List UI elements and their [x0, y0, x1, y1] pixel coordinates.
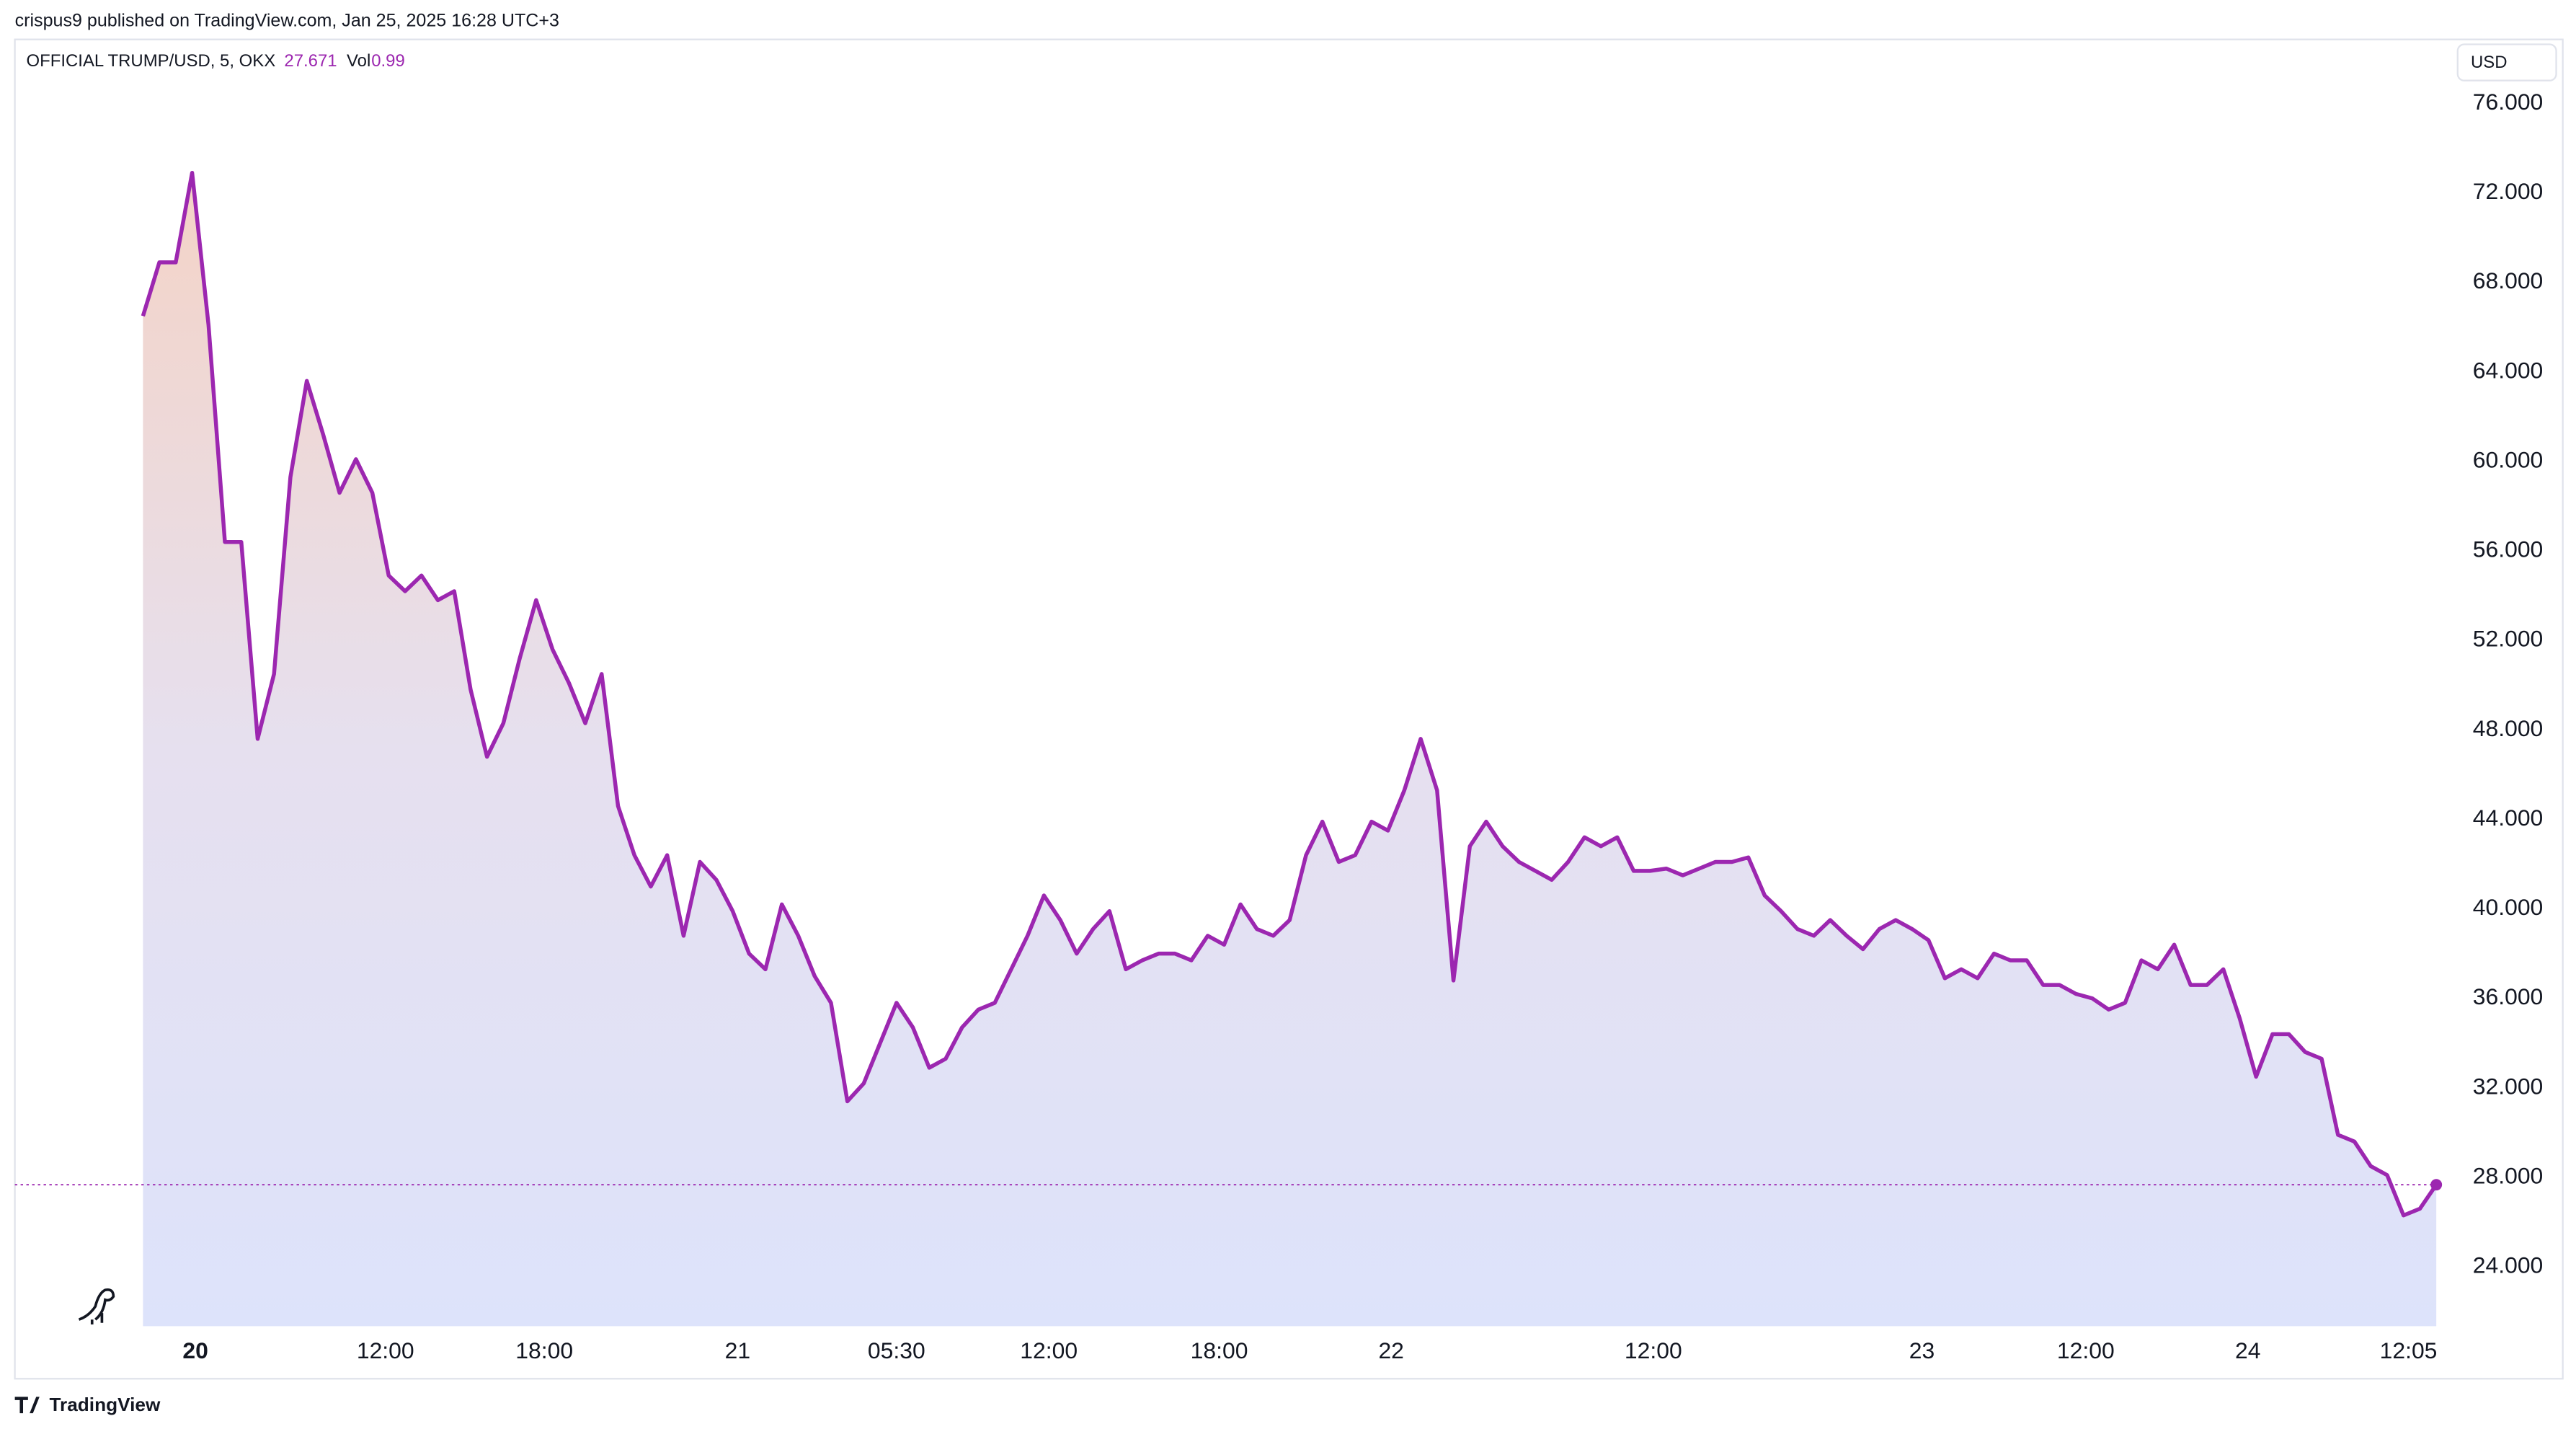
x-tick-label: 18:00 [515, 1337, 573, 1363]
symbol: OFFICIAL TRUMP/USD, 5, OKX [27, 51, 276, 71]
x-tick-label: 21 [725, 1337, 750, 1363]
volume-label: Vol [347, 51, 370, 71]
attribution: crispus9 published on TradingView.com, J… [15, 10, 559, 30]
x-tick-label: 20 [182, 1337, 208, 1363]
y-tick-label: 76.000 [2473, 89, 2544, 115]
plot: 24.000 28.000 32.000 36.000 40.000 44.000 48.0… [14, 89, 2544, 1363]
brand: TradingView [49, 1394, 160, 1415]
y-tick-label: 48.000 [2473, 715, 2544, 741]
currency-button[interactable] [2456, 43, 2557, 81]
y-tick-label: 36.000 [2473, 983, 2544, 1009]
x-tick-label: 05:30 [868, 1337, 925, 1363]
x-tick-label: 12:05 [2380, 1337, 2438, 1363]
y-tick-label: 60.000 [2473, 446, 2544, 472]
x-tick-label: 24 [2235, 1337, 2260, 1363]
area-fill [143, 172, 2437, 1327]
chart-frame [14, 38, 2564, 1380]
dino-icon [78, 1288, 115, 1325]
y-tick-label: 32.000 [2473, 1073, 2544, 1099]
x-tick-label: 23 [1909, 1337, 1935, 1363]
y-tick-label: 68.000 [2473, 267, 2544, 293]
y-tick-label: 40.000 [2473, 894, 2544, 920]
legend-price: 27.671 [284, 51, 337, 71]
x-tick-label: 18:00 [1191, 1337, 1248, 1363]
y-tick-label: 52.000 [2473, 626, 2544, 652]
y-tick-label: 24.000 [2473, 1252, 2544, 1278]
y-tick-label: 72.000 [2473, 178, 2544, 204]
y-tick-label: 28.000 [2473, 1162, 2544, 1188]
tv-logo [14, 1397, 40, 1414]
y-tick-label: 56.000 [2473, 536, 2544, 562]
currency[interactable]: USD [2471, 53, 2508, 72]
x-tick-label: 22 [1378, 1337, 1403, 1363]
x-tick-label: 12:00 [1020, 1337, 1078, 1363]
x-tick-label: 12:00 [2057, 1337, 2115, 1363]
x-tick-label: 12:00 [1625, 1337, 1682, 1363]
y-tick-label: 44.000 [2473, 805, 2544, 831]
y-tick-label: 64.000 [2473, 357, 2544, 383]
price-line [141, 171, 2438, 1218]
volume-value: 0.99 [371, 51, 405, 71]
last-point [2430, 1179, 2443, 1191]
x-tick-label: 12:00 [357, 1337, 414, 1363]
